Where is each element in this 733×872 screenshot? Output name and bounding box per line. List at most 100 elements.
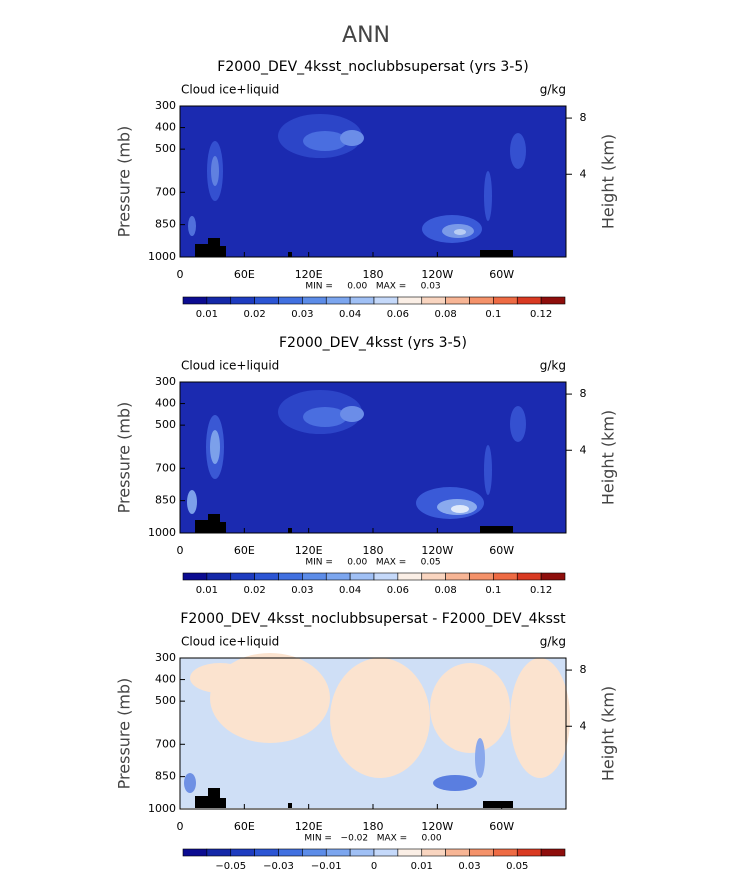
- colorbar-label: 0.03: [458, 861, 480, 872]
- colorbar-label: 0.06: [387, 309, 409, 320]
- y-tick-label: 1000: [148, 526, 176, 539]
- field-label: Cloud ice+liquid: [181, 359, 279, 373]
- colorbar-label: 0: [371, 861, 377, 872]
- colorbar-box: [397, 848, 423, 857]
- x-tick-label: 60E: [234, 820, 255, 833]
- field: [180, 653, 570, 808]
- colorbar-label: −0.03: [263, 861, 294, 872]
- y-tick-label: 700: [155, 185, 176, 198]
- y-tick-label: 850: [155, 218, 176, 231]
- colorbar-box: [302, 296, 327, 305]
- colorbar-box: [349, 296, 375, 305]
- colorbar-box: [516, 572, 542, 581]
- colorbar-label: 0.04: [339, 309, 361, 320]
- x-tick-label: 120W: [421, 268, 453, 281]
- stats: MIN = 0.00 MAX = 0.05: [305, 558, 440, 568]
- colorbar-box: [469, 572, 494, 581]
- colorbar-box: [206, 296, 232, 305]
- colorbar-box: [254, 296, 279, 305]
- colorbar-box: [540, 848, 566, 857]
- x-tick-label: 180: [363, 544, 384, 557]
- y2-tick-label: 4: [580, 443, 587, 456]
- y2-axis-label: Height (km): [599, 686, 618, 781]
- colorbar-box: [349, 848, 375, 857]
- colorbar-label: 0.01: [196, 585, 218, 596]
- y-axis-label: Pressure (mb): [115, 126, 134, 238]
- colorbar-box: [516, 848, 542, 857]
- colorbar-box: [254, 848, 279, 857]
- y2-tick-label: 4: [580, 719, 587, 732]
- y-tick-label: 850: [155, 494, 176, 507]
- colorbar-box: [206, 848, 232, 857]
- colorbar-box: [325, 296, 351, 305]
- panel-title: F2000_DEV_4ksst_noclubbsupersat (yrs 3-5…: [217, 59, 528, 75]
- colorbar-box: [230, 572, 255, 581]
- field-label: Cloud ice+liquid: [181, 635, 279, 649]
- colorbar-box: [349, 572, 375, 581]
- y-tick-label: 400: [155, 121, 176, 134]
- colorbar-box: [278, 296, 303, 305]
- colorbar-box: [516, 296, 542, 305]
- colorbar-box: [230, 296, 255, 305]
- colorbar-box: [421, 296, 446, 305]
- colorbar-box: [278, 848, 303, 857]
- figure-title: ANN: [342, 23, 390, 48]
- x-tick-label: 120E: [295, 544, 323, 557]
- x-tick-label: 120W: [421, 544, 453, 557]
- panel-title: F2000_DEV_4ksst (yrs 3-5): [279, 335, 467, 351]
- colorbar-box: [182, 296, 208, 305]
- colorbar-box: [278, 572, 303, 581]
- colorbar-box: [469, 848, 494, 857]
- y-tick-label: 700: [155, 737, 176, 750]
- y2-tick-label: 8: [580, 663, 587, 676]
- colorbar-label: 0.03: [291, 309, 313, 320]
- colorbar-box: [325, 572, 351, 581]
- field: [180, 106, 566, 257]
- colorbar-label: 0.02: [243, 585, 265, 596]
- colorbar-label: 0.04: [339, 585, 361, 596]
- colorbar-box: [540, 572, 566, 581]
- colorbar-label: 0.1: [485, 585, 501, 596]
- colorbar-box: [254, 572, 279, 581]
- y2-tick-label: 8: [580, 387, 587, 400]
- x-tick-label: 0: [177, 820, 184, 833]
- colorbar-box: [445, 848, 470, 857]
- y2-axis-label: Height (km): [599, 410, 618, 505]
- x-tick-label: 60W: [489, 820, 514, 833]
- colorbar-box: [397, 572, 423, 581]
- colorbar-box: [373, 848, 399, 857]
- y2-axis-label: Height (km): [599, 134, 618, 229]
- colorbar-box: [540, 296, 566, 305]
- field-label: Cloud ice+liquid: [181, 83, 279, 97]
- y-tick-label: 300: [155, 99, 176, 112]
- units-label: g/kg: [540, 635, 566, 649]
- colorbar-box: [182, 848, 208, 857]
- colorbar-box: [206, 572, 232, 581]
- colorbar-box: [445, 572, 470, 581]
- y2-tick-label: 4: [580, 167, 587, 180]
- colorbar-label: 0.08: [434, 585, 456, 596]
- x-tick-label: 60W: [489, 544, 514, 557]
- x-tick-label: 180: [363, 820, 384, 833]
- stats: MIN = −0.02 MAX = 0.00: [304, 834, 441, 844]
- units-label: g/kg: [540, 359, 566, 373]
- colorbar-box: [397, 296, 423, 305]
- x-tick-label: 120E: [295, 820, 323, 833]
- colorbar-box: [421, 848, 446, 857]
- colorbar-box: [302, 848, 327, 857]
- y-tick-label: 400: [155, 397, 176, 410]
- colorbar-box: [493, 296, 518, 305]
- colorbar-label: −0.01: [311, 861, 342, 872]
- colorbar-label: 0.06: [387, 585, 409, 596]
- colorbar-box: [230, 848, 255, 857]
- y-tick-label: 850: [155, 770, 176, 783]
- colorbar-label: 0.05: [506, 861, 528, 872]
- y-tick-label: 300: [155, 651, 176, 664]
- field: [180, 382, 566, 533]
- x-tick-label: 60E: [234, 268, 255, 281]
- colorbar-label: 0.01: [411, 861, 433, 872]
- colorbar-box: [493, 572, 518, 581]
- y-tick-label: 500: [155, 694, 176, 707]
